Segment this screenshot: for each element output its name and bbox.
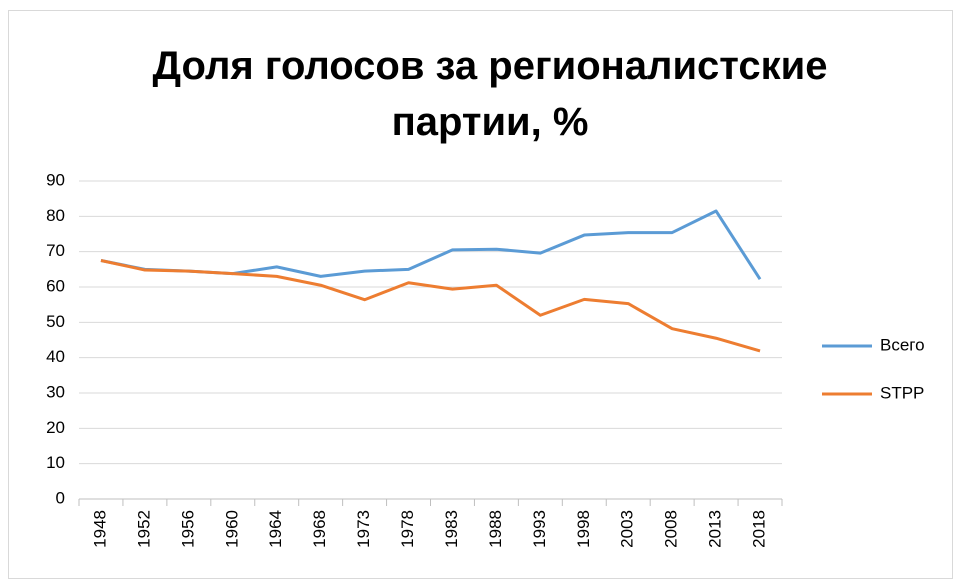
- y-tick-label: 30: [46, 382, 65, 401]
- y-tick-label: 20: [46, 418, 65, 437]
- y-tick-label: 60: [46, 276, 65, 295]
- x-tick-label: 1973: [354, 510, 373, 548]
- x-tick-label: 1978: [398, 510, 417, 548]
- x-tick-label: 1968: [310, 510, 329, 548]
- y-tick-label: 90: [46, 170, 65, 189]
- y-tick-label: 40: [46, 347, 65, 366]
- x-tick-label: 1988: [486, 510, 505, 548]
- x-tick-label: 1983: [442, 510, 461, 548]
- y-tick-label: 70: [46, 241, 65, 260]
- y-tick-label: 0: [56, 488, 65, 507]
- y-tick-label: 50: [46, 312, 65, 331]
- y-tick-label: 10: [46, 453, 65, 472]
- x-tick-label: 1960: [222, 510, 241, 548]
- x-tick-label: 1998: [574, 510, 593, 548]
- x-tick-label: 1952: [134, 510, 153, 548]
- y-tick-label: 80: [46, 206, 65, 225]
- x-tick-label: 1993: [530, 510, 549, 548]
- chart-border: [8, 10, 953, 579]
- x-tick-label: 1948: [90, 510, 109, 548]
- x-tick-label: 1964: [266, 510, 285, 548]
- series-line: [100, 259, 761, 353]
- x-tick-label: 2013: [706, 510, 725, 548]
- legend-label: Всего: [880, 335, 925, 354]
- x-tick-label: 1956: [178, 510, 197, 548]
- series-line: [100, 209, 762, 281]
- x-tick-label: 2018: [750, 510, 769, 548]
- legend-label: STPP: [880, 383, 924, 402]
- x-tick-label: 2008: [662, 510, 681, 548]
- x-tick-label: 2003: [618, 510, 637, 548]
- chart-title: Доля голосов за регионалистские партии, …: [152, 44, 828, 144]
